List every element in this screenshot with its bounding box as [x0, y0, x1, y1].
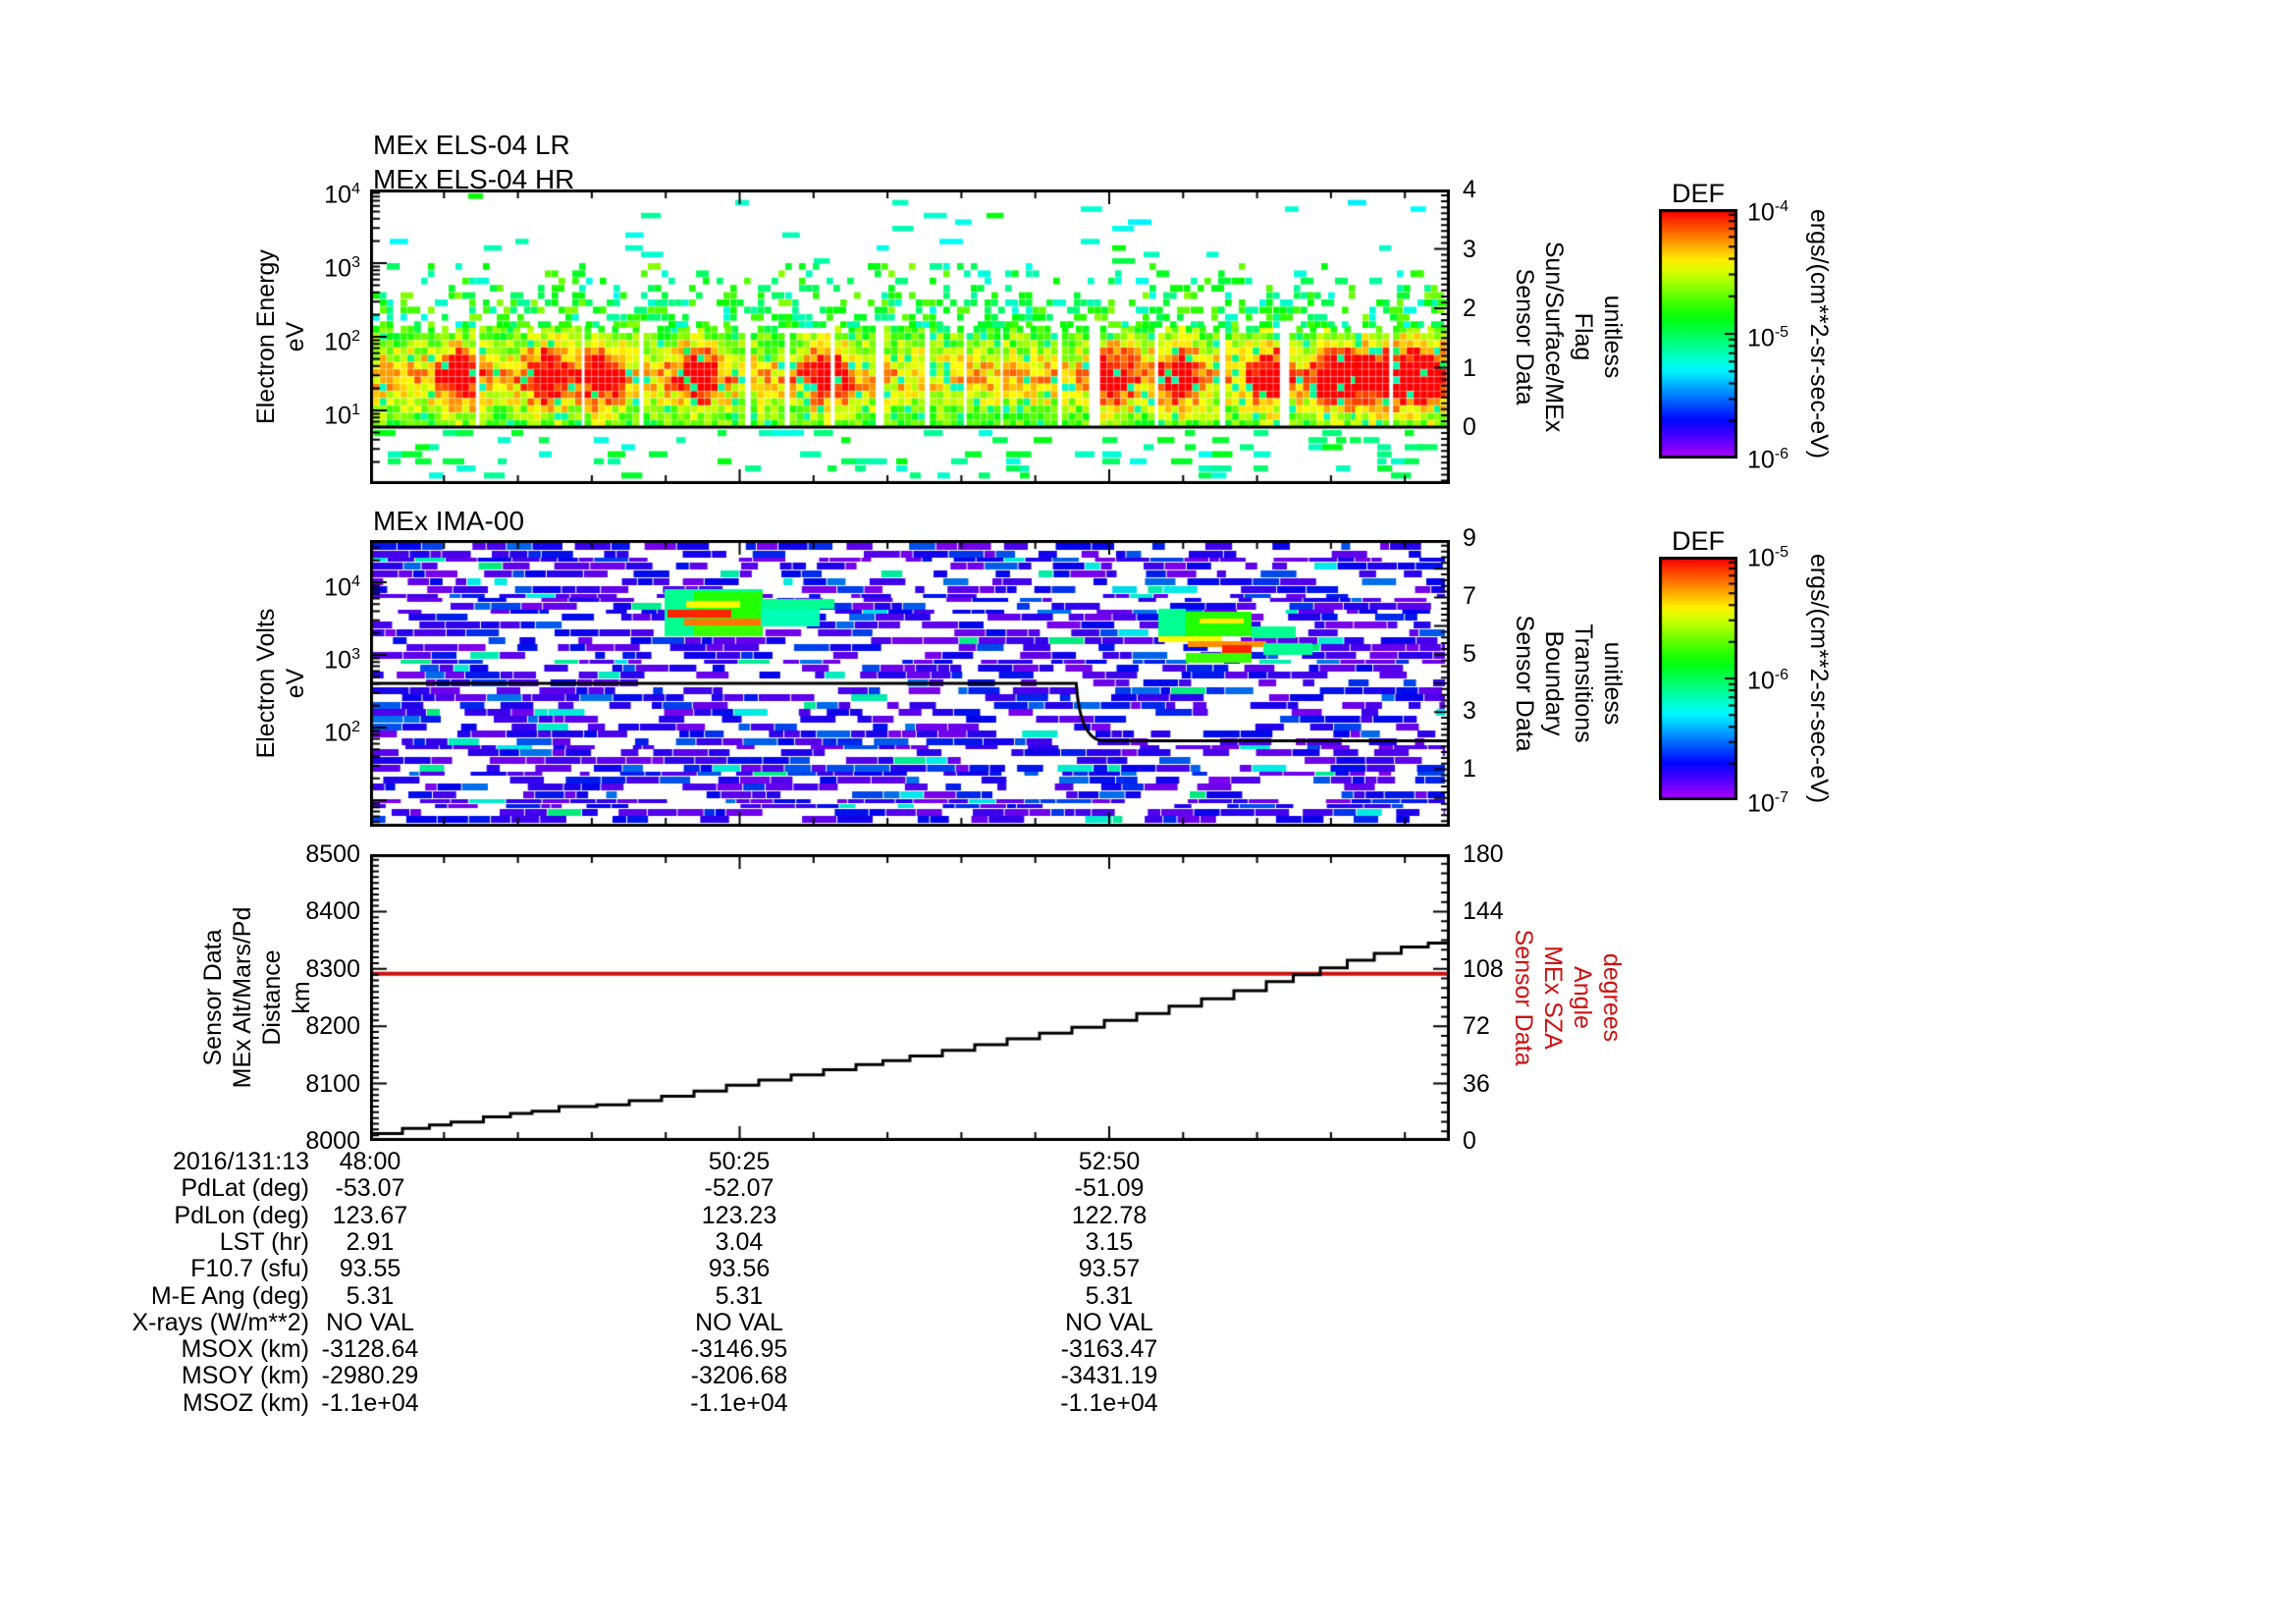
- table-cell: 52:50: [1078, 1148, 1141, 1175]
- table-cell: -3146.95: [690, 1335, 788, 1364]
- els-y-tick-label: 102: [324, 328, 360, 356]
- table-row-label: F10.7 (sfu): [190, 1255, 309, 1283]
- els-right-axis-title: unitless Flag Sun/Surface/MEx Sensor Data: [1511, 241, 1627, 433]
- ephem-alt-tick-label: 8000: [305, 1127, 360, 1155]
- colorbar1-def-gradient: [1659, 209, 1737, 459]
- colorbar1-tick-label: 10-6: [1747, 446, 1789, 474]
- table-cell: -1.1e+04: [690, 1388, 788, 1417]
- table-cell: 2.91: [346, 1227, 395, 1256]
- table-cell: -1.1e+04: [1060, 1388, 1158, 1417]
- table-cell: -1.1e+04: [321, 1388, 419, 1417]
- table-cell: 50:25: [708, 1148, 771, 1175]
- ima-boundary-tick-label: 3: [1463, 697, 1476, 726]
- els-flag-tick-label: 1: [1463, 353, 1476, 382]
- ephem-left-axis-title: Sensor Data MEx Alt/Mars/Pd Distance km: [199, 906, 315, 1089]
- table-row-label: X-rays (W/m**2): [132, 1308, 309, 1336]
- colorbar2-tick-label: 10-6: [1747, 667, 1789, 695]
- table-cell: NO VAL: [1065, 1308, 1153, 1336]
- table-row-label: PdLat (deg): [181, 1174, 309, 1203]
- ephem-right-axis-title: degrees Angle MEx SZA Sensor Data: [1510, 929, 1626, 1066]
- table-cell: 3.15: [1085, 1227, 1134, 1256]
- table-row-label: 2016/131:13: [172, 1148, 309, 1175]
- table-row-label: MSOY (km): [181, 1362, 309, 1390]
- els-flag-tick-label: 4: [1463, 176, 1476, 203]
- els-y-tick-label: 104: [324, 181, 360, 209]
- ima-boundary-tick-label: 9: [1463, 524, 1476, 552]
- els-y-tick-label: 101: [324, 402, 360, 430]
- table-cell: -3163.47: [1060, 1335, 1158, 1364]
- table-cell: -52.07: [704, 1174, 774, 1203]
- ephem-sza-tick-label: 108: [1463, 954, 1504, 983]
- ima-y-tick-label: 102: [324, 719, 360, 747]
- els-flag-tick-label: 2: [1463, 295, 1476, 322]
- ephem-sza-tick-label: 72: [1463, 1012, 1490, 1041]
- ephem-alt-tick-label: 8400: [305, 897, 360, 926]
- table-cell: 123.67: [332, 1201, 408, 1229]
- table-row-label: LST (hr): [219, 1227, 309, 1256]
- table-cell: -2980.29: [321, 1362, 419, 1390]
- colorbar2-def-gradient: [1659, 557, 1737, 800]
- els-title-lr: MEx ELS-04 LR: [373, 130, 570, 160]
- table-cell: 123.23: [701, 1201, 777, 1229]
- colorbar1-tick-label: 10-4: [1747, 198, 1789, 227]
- els-spectrogram-plot: [370, 189, 1450, 484]
- ima-y-tick-label: 103: [324, 646, 360, 675]
- ima-boundary-tick-label: 7: [1463, 581, 1476, 610]
- table-row-label: MSOX (km): [181, 1335, 309, 1364]
- ephem-alt-tick-label: 8100: [305, 1069, 360, 1098]
- table-cell: -3431.19: [1060, 1362, 1158, 1390]
- colorbar1-title: DEF: [1672, 179, 1725, 208]
- table-cell: 93.55: [339, 1255, 401, 1283]
- ima-spectrogram-plot: [370, 540, 1450, 827]
- ima-y-tick-label: 104: [324, 573, 360, 602]
- table-row-label: MSOZ (km): [182, 1388, 309, 1417]
- colorbar2-tick-label: 10-7: [1747, 789, 1789, 818]
- table-cell: -3128.64: [321, 1335, 419, 1364]
- els-flag-tick-label: 3: [1463, 235, 1476, 263]
- ephem-alt-tick-label: 8200: [305, 1012, 360, 1041]
- ephem-sza-tick-label: 144: [1463, 897, 1504, 926]
- table-cell: NO VAL: [326, 1308, 414, 1336]
- ima-boundary-tick-label: 5: [1463, 639, 1476, 668]
- ima-title: MEx IMA-00: [373, 506, 525, 536]
- els-y-tick-label: 103: [324, 254, 360, 283]
- table-cell: -53.07: [335, 1174, 405, 1203]
- colorbar2-tick-label: 10-5: [1747, 544, 1789, 572]
- table-cell: 5.31: [346, 1281, 395, 1310]
- ima-right-axis-title: unitless Transitions Boundary Sensor Data: [1511, 615, 1627, 752]
- table-row-label: PdLon (deg): [174, 1201, 309, 1229]
- els-flag-tick-label: 0: [1463, 413, 1476, 441]
- table-cell: 93.56: [708, 1255, 771, 1283]
- ephem-sza-tick-label: 36: [1463, 1069, 1490, 1098]
- els-title-hr: MEx ELS-04 HR: [373, 164, 575, 194]
- colorbar2-title: DEF: [1672, 526, 1725, 556]
- table-cell: 122.78: [1071, 1201, 1148, 1229]
- ephem-alt-tick-label: 8300: [305, 954, 360, 983]
- colorbar1-tick-label: 10-5: [1747, 324, 1789, 352]
- table-cell: -51.09: [1074, 1174, 1145, 1203]
- ephemeris-line-plot: [370, 854, 1450, 1141]
- ephem-sza-tick-label: 180: [1463, 840, 1504, 868]
- table-cell: -3206.68: [690, 1362, 788, 1390]
- ima-boundary-tick-label: 1: [1463, 755, 1476, 784]
- ephem-sza-tick-label: 0: [1463, 1127, 1476, 1155]
- ephem-alt-tick-label: 8500: [305, 840, 360, 868]
- table-cell: 93.57: [1078, 1255, 1141, 1283]
- table-cell: 5.31: [1085, 1281, 1134, 1310]
- table-cell: NO VAL: [695, 1308, 783, 1336]
- table-cell: 48:00: [339, 1148, 401, 1175]
- table-cell: 3.04: [715, 1227, 764, 1256]
- table-cell: 5.31: [715, 1281, 764, 1310]
- table-row-label: M-E Ang (deg): [150, 1281, 309, 1310]
